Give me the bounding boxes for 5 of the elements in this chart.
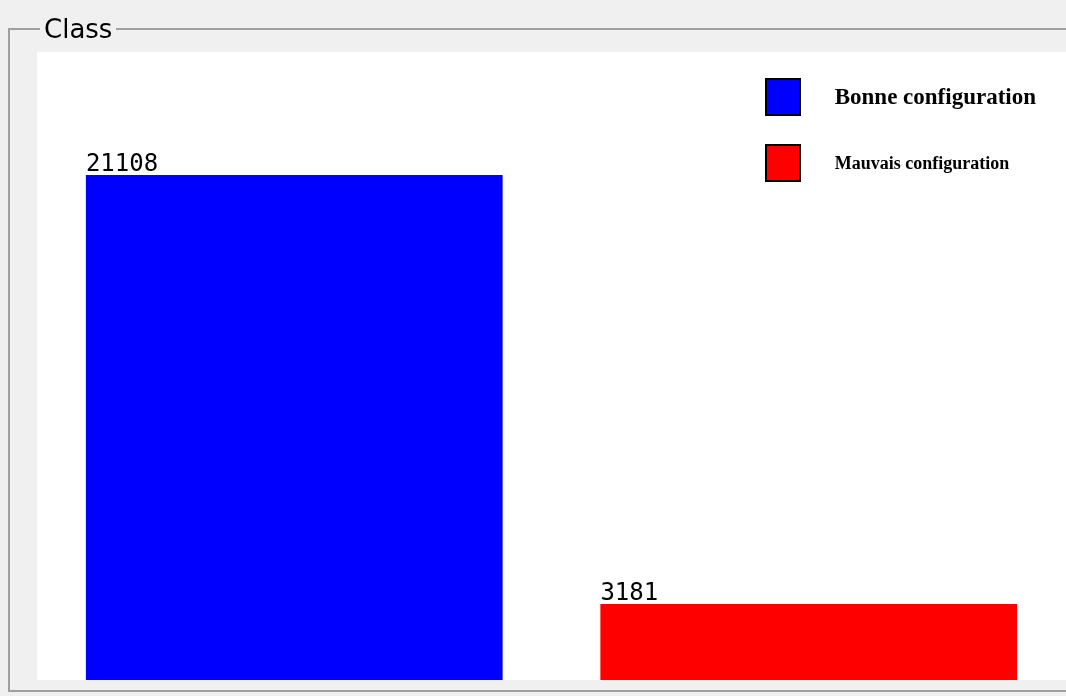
- legend-label: Mauvais configuration: [834, 152, 1010, 174]
- legend-label: Bonne configuration: [834, 84, 1036, 110]
- chart-title: Class: [40, 14, 117, 44]
- data-label: 3181: [600, 578, 659, 607]
- data-label: 21108: [85, 149, 159, 178]
